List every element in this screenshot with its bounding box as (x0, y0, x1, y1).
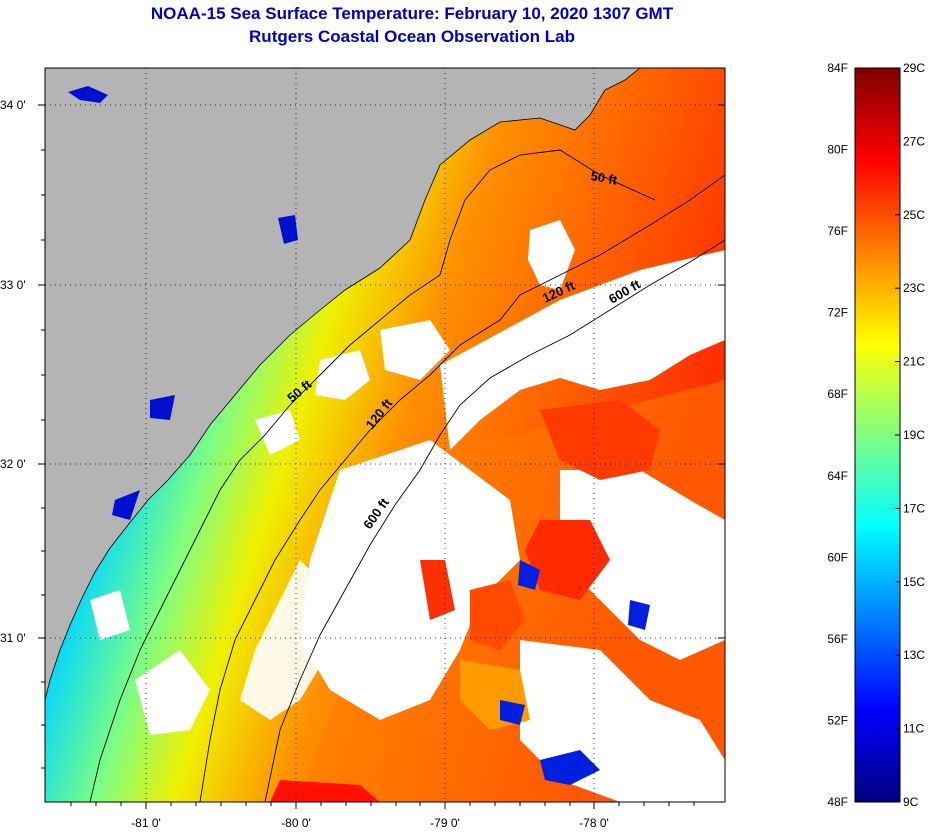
inland-water (68, 86, 298, 520)
lon-label-80: -80 0' (281, 816, 311, 830)
colorbar-celsius-scale: 29C 27C 25C 23C 21C 19C 17C 15C 13C 11C 9C (895, 61, 925, 809)
map-frame (44, 67, 726, 803)
colorbar-f-label: 68F (827, 387, 848, 401)
colorbar-c-label: 29C (903, 61, 925, 75)
lon-label-81: -81 0' (131, 816, 161, 830)
cold-sst-patches (500, 560, 650, 785)
colorbar-f-label: 84F (827, 61, 848, 75)
isobath-120ft (199, 174, 725, 802)
colorbar-c-label: 9C (903, 795, 919, 809)
colorbar-f-label: 80F (827, 143, 848, 157)
colorbar-c-label: 27C (903, 134, 925, 148)
lat-label-34: 34 0' (0, 98, 26, 112)
sst-colorbar: 84F 80F 76F 72F 68F 64F 60F 56F 52F 48F 29C 27C 25C… (827, 61, 925, 809)
lon-label-79: -79 0' (430, 816, 460, 830)
colorbar-f-label: 56F (827, 632, 848, 646)
colorbar-f-label: 76F (827, 224, 848, 238)
lon-label-78: -78 0' (579, 816, 609, 830)
lat-label-33: 33 0' (0, 278, 26, 292)
colorbar-c-label: 11C (903, 722, 924, 736)
isobath-50ft (89, 149, 656, 802)
colorbar-c-label: 19C (903, 428, 925, 442)
colorbar-f-label: 72F (827, 306, 848, 320)
colorbar-f-label: 60F (827, 550, 848, 564)
map-axis-ticks (38, 104, 725, 809)
colorbar-fahrenheit-scale: 84F 80F 76F 72F 68F 64F 60F 56F 52F 48F (827, 61, 848, 809)
colorbar-c-label: 15C (903, 575, 925, 589)
map-subtitle: Rutgers Coastal Ocean Observation Lab (249, 27, 575, 46)
coastline (45, 68, 641, 701)
lat-label-31: 31 0' (0, 631, 26, 645)
colorbar-f-label: 52F (827, 713, 848, 727)
isobath-600ft (264, 239, 725, 802)
colorbar-gradient (854, 67, 901, 803)
colorbar-c-label: 13C (903, 648, 925, 662)
colorbar-f-label: 64F (827, 469, 848, 483)
map-title: NOAA-15 Sea Surface Temperature: Februar… (150, 4, 674, 23)
colorbar-f-label: 48F (827, 795, 848, 809)
colorbar-c-label: 21C (903, 355, 925, 369)
lat-label-32: 32 0' (0, 457, 26, 471)
cloud-no-data-regions (90, 190, 725, 802)
colorbar-c-label: 25C (903, 208, 925, 222)
isobath-label-50ft-north: 50 ft (589, 168, 619, 188)
warm-sst-patches (270, 400, 660, 802)
graticule (45, 68, 725, 802)
land-mass (45, 68, 640, 700)
colorbar-c-label: 23C (903, 281, 925, 295)
map-area: 50 ft 120 ft 600 ft 50 ft 120 ft 600 ft (45, 68, 725, 802)
colorbar-c-label: 17C (903, 501, 925, 515)
